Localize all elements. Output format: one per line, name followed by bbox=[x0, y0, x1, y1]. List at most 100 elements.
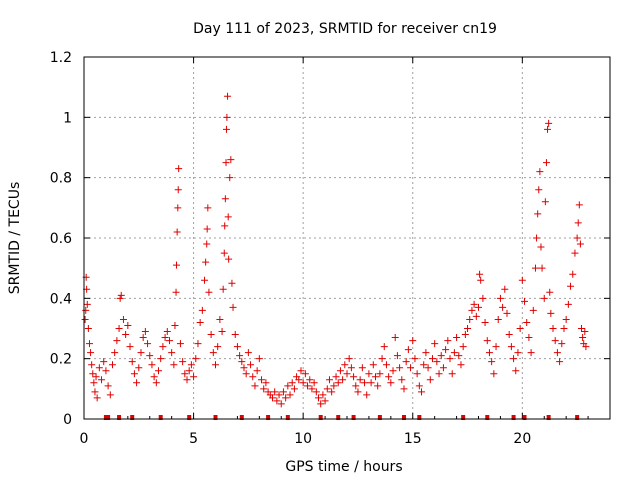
data-point bbox=[564, 300, 572, 308]
zero-marker bbox=[401, 415, 406, 420]
data-point bbox=[545, 119, 553, 127]
data-point bbox=[172, 288, 180, 296]
data-point bbox=[448, 370, 456, 378]
data-point bbox=[488, 358, 496, 366]
data-point bbox=[579, 334, 587, 342]
data-point bbox=[339, 376, 347, 384]
data-point bbox=[104, 382, 112, 390]
data-point bbox=[228, 279, 236, 287]
y-axis-label: SRMTID / TECUs bbox=[7, 182, 23, 295]
zero-marker bbox=[461, 415, 466, 420]
data-point bbox=[483, 337, 491, 345]
data-point bbox=[514, 349, 522, 357]
data-point bbox=[544, 125, 552, 133]
data-point bbox=[102, 367, 110, 375]
data-point bbox=[190, 373, 198, 381]
data-point bbox=[275, 391, 283, 399]
data-point bbox=[472, 312, 480, 320]
data-point bbox=[393, 352, 401, 360]
data-point bbox=[179, 358, 187, 366]
data-point bbox=[304, 382, 312, 390]
data-point bbox=[575, 201, 583, 209]
data-point bbox=[466, 315, 474, 323]
data-point bbox=[576, 240, 584, 248]
data-point bbox=[214, 343, 222, 351]
data-point bbox=[222, 159, 230, 167]
data-point bbox=[255, 355, 263, 363]
data-point bbox=[220, 249, 228, 257]
data-point bbox=[536, 168, 544, 176]
data-point bbox=[437, 352, 445, 360]
data-point bbox=[527, 349, 535, 357]
data-point bbox=[418, 388, 426, 396]
data-point bbox=[108, 361, 116, 369]
data-point bbox=[382, 361, 390, 369]
data-point bbox=[116, 294, 124, 302]
data-point bbox=[157, 355, 165, 363]
data-point bbox=[251, 382, 259, 390]
data-point bbox=[537, 243, 545, 251]
zero-marker bbox=[130, 415, 135, 420]
data-point bbox=[224, 213, 232, 221]
data-point bbox=[476, 270, 484, 278]
data-point bbox=[216, 315, 224, 323]
data-point bbox=[223, 113, 231, 121]
data-point bbox=[89, 370, 97, 378]
data-point bbox=[518, 276, 526, 284]
x-tick-label: 5 bbox=[189, 431, 198, 447]
data-point bbox=[540, 294, 548, 302]
data-point bbox=[88, 361, 96, 369]
data-point bbox=[282, 394, 290, 402]
data-point bbox=[481, 318, 489, 326]
data-point bbox=[319, 391, 327, 399]
y-tick-label: 0.4 bbox=[50, 291, 72, 307]
data-point bbox=[233, 343, 241, 351]
data-point bbox=[262, 379, 270, 387]
data-point bbox=[376, 370, 384, 378]
data-point bbox=[279, 388, 287, 396]
x-tick-label: 10 bbox=[294, 431, 312, 447]
data-point bbox=[547, 309, 555, 317]
data-point bbox=[549, 325, 557, 332]
data-point bbox=[354, 388, 362, 396]
data-point bbox=[84, 325, 92, 332]
data-point bbox=[146, 352, 154, 360]
data-point bbox=[345, 355, 353, 363]
data-point bbox=[126, 343, 134, 351]
data-point bbox=[323, 385, 331, 393]
zero-marker bbox=[351, 415, 356, 420]
data-point bbox=[187, 361, 195, 369]
data-point bbox=[221, 195, 229, 203]
data-point bbox=[332, 373, 340, 381]
data-point bbox=[119, 315, 127, 323]
zero-marker bbox=[511, 415, 516, 420]
data-point bbox=[229, 303, 237, 311]
data-point bbox=[400, 385, 408, 393]
data-point bbox=[117, 291, 125, 299]
data-point bbox=[172, 261, 180, 269]
data-point bbox=[396, 364, 404, 372]
data-point bbox=[299, 379, 307, 387]
data-point bbox=[541, 198, 549, 206]
data-point bbox=[221, 222, 229, 230]
data-point bbox=[226, 174, 234, 182]
data-point bbox=[477, 276, 485, 284]
data-point bbox=[277, 400, 285, 408]
data-point bbox=[512, 367, 520, 375]
data-point bbox=[98, 376, 106, 384]
data-point bbox=[212, 361, 219, 369]
data-point bbox=[442, 346, 450, 354]
data-point bbox=[356, 376, 364, 384]
data-point bbox=[204, 204, 212, 212]
data-point bbox=[558, 340, 566, 348]
data-point bbox=[573, 234, 581, 242]
data-point bbox=[315, 394, 323, 402]
data-point bbox=[347, 364, 355, 372]
data-point bbox=[367, 379, 375, 387]
data-point bbox=[185, 367, 193, 375]
x-tick-label: 15 bbox=[404, 431, 422, 447]
data-point bbox=[312, 388, 320, 396]
data-point bbox=[273, 397, 281, 405]
chart-title: Day 111 of 2023, SRMTID for receiver cn1… bbox=[193, 21, 497, 37]
data-point bbox=[141, 328, 149, 336]
